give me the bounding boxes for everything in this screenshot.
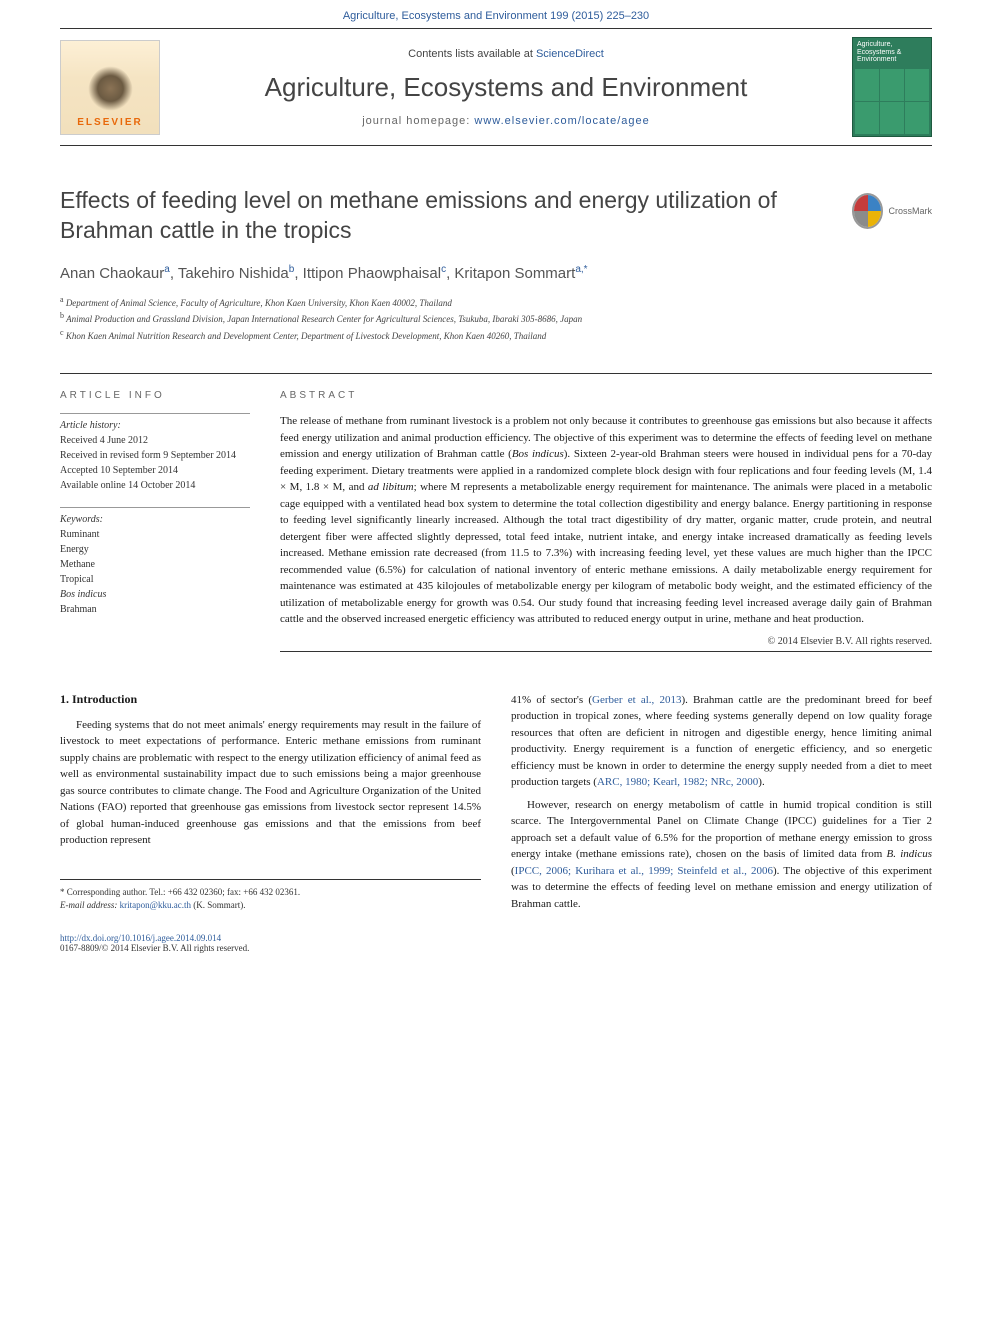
citation-header: Agriculture, Ecosystems and Environment …: [0, 0, 992, 28]
intro-p2: 41% of sector's (Gerber et al., 2013). B…: [511, 692, 932, 791]
abstract-divider: [280, 651, 932, 652]
elsevier-text: ELSEVIER: [77, 117, 142, 128]
article-header: CrossMark Effects of feeding level on me…: [60, 186, 932, 343]
homepage-link[interactable]: www.elsevier.com/locate/agee: [474, 115, 649, 127]
crossmark-label: CrossMark: [888, 206, 932, 216]
doi-link[interactable]: http://dx.doi.org/10.1016/j.agee.2014.09…: [60, 933, 221, 943]
body-columns: 1. Introduction Feeding systems that do …: [60, 692, 932, 913]
cover-title: Agriculture, Ecosystems & Environment: [853, 38, 931, 67]
masthead: ELSEVIER Contents lists available at Sci…: [60, 28, 932, 146]
article-info: ARTICLE INFO Article history: Received 4…: [60, 390, 250, 652]
masthead-center: Contents lists available at ScienceDirec…: [160, 48, 852, 127]
left-column: 1. Introduction Feeding systems that do …: [60, 692, 481, 913]
contents-line: Contents lists available at ScienceDirec…: [170, 48, 842, 60]
keywords-block: Keywords: RuminantEnergyMethaneTropicalB…: [60, 507, 250, 617]
journal-cover: Agriculture, Ecosystems & Environment: [852, 37, 932, 137]
crossmark-icon: [852, 193, 883, 229]
crossmark-badge[interactable]: CrossMark: [852, 186, 932, 236]
corresponding-author: * Corresponding author. Tel.: +66 432 02…: [60, 879, 481, 913]
affiliations: a Department of Animal Science, Faculty …: [60, 294, 932, 344]
contents-text: Contents lists available at: [408, 48, 536, 60]
corresponding-line1: * Corresponding author. Tel.: +66 432 02…: [60, 886, 481, 900]
keywords-label: Keywords:: [60, 514, 250, 525]
abstract: ABSTRACT The release of methane from rum…: [280, 390, 932, 652]
issn-line: 0167-8809/© 2014 Elsevier B.V. All right…: [60, 943, 249, 953]
info-abstract-row: ARTICLE INFO Article history: Received 4…: [60, 373, 932, 652]
sciencedirect-link[interactable]: ScienceDirect: [536, 48, 604, 60]
journal-title: Agriculture, Ecosystems and Environment: [170, 72, 842, 103]
right-column: 41% of sector's (Gerber et al., 2013). B…: [511, 692, 932, 913]
intro-p1: Feeding systems that do not meet animals…: [60, 717, 481, 849]
article-title: Effects of feeding level on methane emis…: [60, 186, 932, 246]
keywords-text: RuminantEnergyMethaneTropicalBos indicus…: [60, 527, 250, 617]
intro-p3: However, research on energy metabolism o…: [511, 797, 932, 913]
email-suffix: (K. Sommart).: [191, 900, 246, 910]
homepage-line: journal homepage: www.elsevier.com/locat…: [170, 115, 842, 127]
page-footer: http://dx.doi.org/10.1016/j.agee.2014.09…: [60, 933, 932, 953]
intro-heading: 1. Introduction: [60, 692, 481, 707]
cover-pattern: [853, 67, 931, 136]
elsevier-logo: ELSEVIER: [60, 40, 160, 135]
elsevier-tree-icon: [88, 66, 133, 111]
corresponding-email[interactable]: kritapon@kku.ac.th: [120, 900, 191, 910]
authors: Anan Chaokaura, Takehiro Nishidab, Ittip…: [60, 264, 932, 282]
corresponding-email-line: E-mail address: kritapon@kku.ac.th (K. S…: [60, 899, 481, 913]
history-label: Article history:: [60, 420, 250, 431]
abstract-text: The release of methane from ruminant liv…: [280, 413, 932, 628]
homepage-text: journal homepage:: [362, 115, 474, 127]
history-block: Article history: Received 4 June 2012Rec…: [60, 413, 250, 493]
email-label: E-mail address:: [60, 900, 120, 910]
info-heading: ARTICLE INFO: [60, 390, 250, 401]
abstract-copyright: © 2014 Elsevier B.V. All rights reserved…: [280, 636, 932, 647]
abstract-heading: ABSTRACT: [280, 390, 932, 401]
history-text: Received 4 June 2012Received in revised …: [60, 433, 250, 493]
